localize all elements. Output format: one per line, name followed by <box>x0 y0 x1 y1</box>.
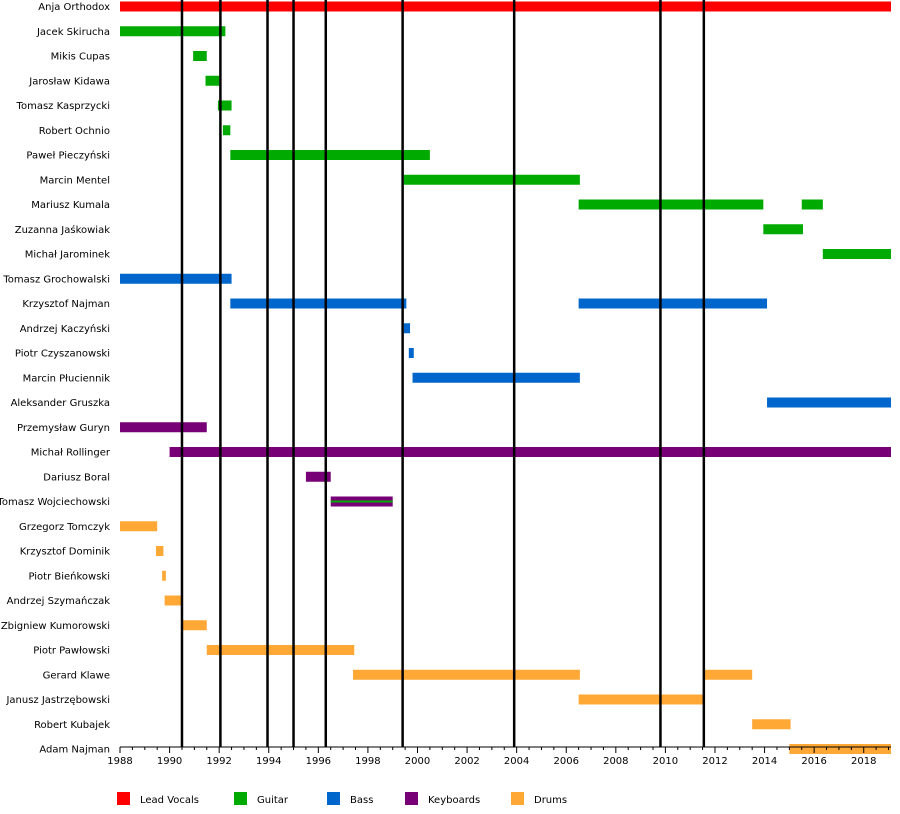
bar-anja-orthodox-1 <box>120 1 891 12</box>
legend-swatch-vocals <box>117 792 130 805</box>
bar-overlay-tomasz-wojciechowski <box>330 500 393 503</box>
x-tick-label-1996: 1996 <box>306 756 331 767</box>
member-label-robert-ochnio: Robert Ochnio <box>39 126 110 137</box>
x-tick-label-1994: 1994 <box>256 756 281 767</box>
x-tick-label-2004: 2004 <box>504 756 529 767</box>
bar-piotr-pawlowski-1 <box>206 645 355 655</box>
legend-label-vocals: Lead Vocals <box>140 795 199 806</box>
x-tick-label-2006: 2006 <box>554 756 579 767</box>
x-axis: 1988 1990 1992 1994 1996 1998 2000 2002 2004 2006… <box>107 746 891 767</box>
bar-andrzej-kaczynski-1 <box>403 323 411 334</box>
bar-tomasz-kasprzycki-1 <box>217 100 232 111</box>
bar-jacek-skirucha-1 <box>120 26 226 37</box>
bar-adam-najman-1 <box>789 744 891 754</box>
member-label-michal-jarominek: Michał Jarominek <box>25 250 110 261</box>
member-label-mikis-cupas: Mikis Cupas <box>51 52 110 63</box>
member-label-grzegorz-tomczyk: Grzegorz Tomczyk <box>19 522 110 533</box>
bar-krzysztof-najman-1 <box>230 298 407 309</box>
x-tick-label-1988: 1988 <box>107 756 132 767</box>
member-label-mariusz-kumala: Mariusz Kumala <box>31 200 110 211</box>
bar-michal-jarominek-1 <box>822 249 891 259</box>
legend-label-bass: Bass <box>350 795 373 806</box>
member-label-marcin-mentel: Marcin Mentel <box>40 175 110 186</box>
bar-piotr-bienkowski-1 <box>162 570 166 581</box>
member-label-piotr-bienkowski: Piotr Bieńkowski <box>28 570 110 582</box>
bar-jaroslaw-kidawa-1 <box>205 75 220 86</box>
bar-robert-ochnio-1 <box>222 125 231 136</box>
bar-mariusz-kumala-2 <box>801 199 823 210</box>
member-label-piotr-czyszanowski: Piotr Czyszanowski <box>15 349 110 360</box>
member-bars <box>120 1 891 754</box>
bar-aleksander-gruszka-1 <box>767 397 891 408</box>
x-tick-label-2008: 2008 <box>603 756 628 767</box>
member-label-adam-najman: Adam Najman <box>39 745 110 756</box>
x-tick-label-1998: 1998 <box>355 756 380 767</box>
x-tick-label-1992: 1992 <box>206 756 231 767</box>
x-tick-label-1990: 1990 <box>157 756 182 767</box>
legend-label-drums: Drums <box>534 795 567 806</box>
bar-dariusz-boral-1 <box>305 471 331 482</box>
member-label-pawel-pieczynski: Paweł Pieczyński <box>26 150 110 162</box>
member-label-krzysztof-dominik: Krzysztof Dominik <box>20 547 110 558</box>
member-label-zbigniew-kumorowski: Zbigniew Kumorowski <box>1 621 110 632</box>
x-tick-label-2018: 2018 <box>851 756 876 767</box>
bar-mariusz-kumala-1 <box>578 199 764 210</box>
member-label-tomasz-kasprzycki: Tomasz Kasprzycki <box>16 101 110 112</box>
bar-krzysztof-najman-2 <box>578 298 768 309</box>
member-label-przemyslaw-guryn: Przemysław Guryn <box>17 423 110 434</box>
album-release-lines <box>180 0 706 747</box>
x-tick-label-2010: 2010 <box>653 756 678 767</box>
legend-swatch-guitar <box>234 792 247 805</box>
member-label-jacek-skirucha: Jacek Skirucha <box>36 27 110 38</box>
x-tick-label-2002: 2002 <box>454 756 479 767</box>
legend-label-keyboards: Keyboards <box>428 795 480 806</box>
bar-mikis-cupas-1 <box>193 51 207 61</box>
bar-janusz-jastrzebowski-1 <box>578 694 704 705</box>
member-label-krzysztof-najman: Krzysztof Najman <box>22 299 110 310</box>
member-labels: Anja Orthodox Jacek Skirucha Mikis Cupas Ja… <box>0 2 111 756</box>
x-tick-label-2012: 2012 <box>702 756 727 767</box>
bar-gerard-klawe-2 <box>703 669 753 680</box>
x-tick-label-2000: 2000 <box>405 756 430 767</box>
bar-gerard-klawe-1 <box>353 669 580 680</box>
member-label-zuzanna-jaskowiak: Zuzanna Jaśkowiak <box>15 224 110 236</box>
member-label-janusz-jastrzebowski: Janusz Jastrzębowski <box>5 695 110 706</box>
member-label-michal-rollinger: Michał Rollinger <box>31 448 111 459</box>
member-label-tomasz-wojciechowski: Tomasz Wojciechowski <box>0 497 110 508</box>
x-tick-label-2016: 2016 <box>801 756 826 767</box>
member-label-aleksander-gruszka: Aleksander Gruszka <box>11 398 110 409</box>
bar-pawel-pieczynski-1 <box>230 150 430 160</box>
member-label-piotr-pawlowski: Piotr Pawłowski <box>33 646 110 657</box>
bar-piotr-czyszanowski-1 <box>408 348 414 358</box>
bar-zbigniew-kumorowski-1 <box>181 620 207 631</box>
bar-marcin-pluciennik-1 <box>412 372 580 383</box>
legend-label-guitar: Guitar <box>257 795 289 806</box>
x-tick-label-2014: 2014 <box>752 756 777 767</box>
bar-tomasz-grochowalski-1 <box>120 273 232 284</box>
bar-andrzej-szymanczak-1 <box>164 595 182 606</box>
bar-marcin-mentel-1 <box>403 174 580 185</box>
bar-michal-rollinger-1 <box>169 447 891 457</box>
member-label-gerard-klawe: Gerard Klawe <box>43 670 110 681</box>
member-label-marcin-pluciennik: Marcin Płuciennik <box>23 373 111 384</box>
bar-przemyslaw-guryn-1 <box>120 422 207 433</box>
member-label-andrzej-kaczynski: Andrzej Kaczyński <box>20 323 110 335</box>
member-label-tomasz-grochowalski: Tomasz Grochowalski <box>2 274 110 285</box>
member-label-andrzej-szymanczak: Andrzej Szymańczak <box>7 595 111 607</box>
member-label-dariusz-boral: Dariusz Boral <box>43 472 110 483</box>
member-label-jaroslaw-kidawa: Jarosław Kidawa <box>28 76 110 87</box>
member-label-robert-kubajek: Robert Kubajek <box>34 720 110 731</box>
bar-grzegorz-tomczyk-1 <box>120 521 158 532</box>
bar-zuzanna-jaskowiak-1 <box>763 224 803 235</box>
legend-swatch-bass <box>327 792 340 805</box>
bar-krzysztof-dominik-1 <box>155 546 164 556</box>
legend: Lead Vocals Guitar Bass Keyboards Drums <box>117 792 567 806</box>
bar-robert-kubajek-1 <box>752 719 791 730</box>
member-label-anja-orthodox: Anja Orthodox <box>38 2 110 13</box>
legend-swatch-keyboards <box>405 792 418 805</box>
legend-swatch-drums <box>511 792 524 805</box>
